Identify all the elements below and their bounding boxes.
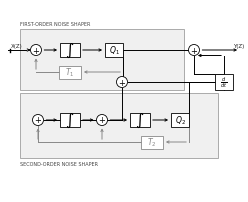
Bar: [59, 66, 81, 79]
Text: $\int$: $\int$: [135, 111, 145, 129]
Circle shape: [188, 45, 199, 56]
Text: +: +: [190, 46, 197, 55]
Bar: [60, 44, 80, 58]
Bar: [141, 136, 163, 149]
Circle shape: [96, 115, 107, 126]
Text: $\frac{d}{dt}$: $\frac{d}{dt}$: [220, 75, 228, 90]
Bar: [20, 30, 184, 90]
Circle shape: [32, 115, 43, 126]
Circle shape: [117, 77, 127, 88]
Text: $T_2$: $T_2$: [147, 136, 157, 148]
Text: +: +: [34, 116, 41, 125]
Text: $Q_2$: $Q_2$: [175, 114, 186, 127]
Text: SECOND-ORDER NOISE SHAPER: SECOND-ORDER NOISE SHAPER: [20, 161, 98, 166]
Text: $T_1$: $T_1$: [65, 66, 75, 79]
Bar: [105, 44, 123, 58]
Text: +: +: [32, 46, 39, 55]
Text: $\int$: $\int$: [65, 111, 75, 129]
Bar: [215, 75, 233, 90]
Bar: [20, 94, 218, 158]
Text: +: +: [98, 116, 105, 125]
Circle shape: [31, 45, 41, 56]
Text: $Q_1$: $Q_1$: [109, 44, 120, 57]
Text: X(Z): X(Z): [11, 44, 23, 49]
Bar: [171, 114, 189, 127]
Bar: [130, 114, 150, 127]
Text: $\int$: $\int$: [65, 42, 75, 60]
Bar: [60, 114, 80, 127]
Text: +: +: [119, 78, 125, 87]
Text: Y(Z): Y(Z): [233, 44, 244, 49]
Text: FIRST-ORDER NOISE SHAPER: FIRST-ORDER NOISE SHAPER: [20, 22, 90, 27]
